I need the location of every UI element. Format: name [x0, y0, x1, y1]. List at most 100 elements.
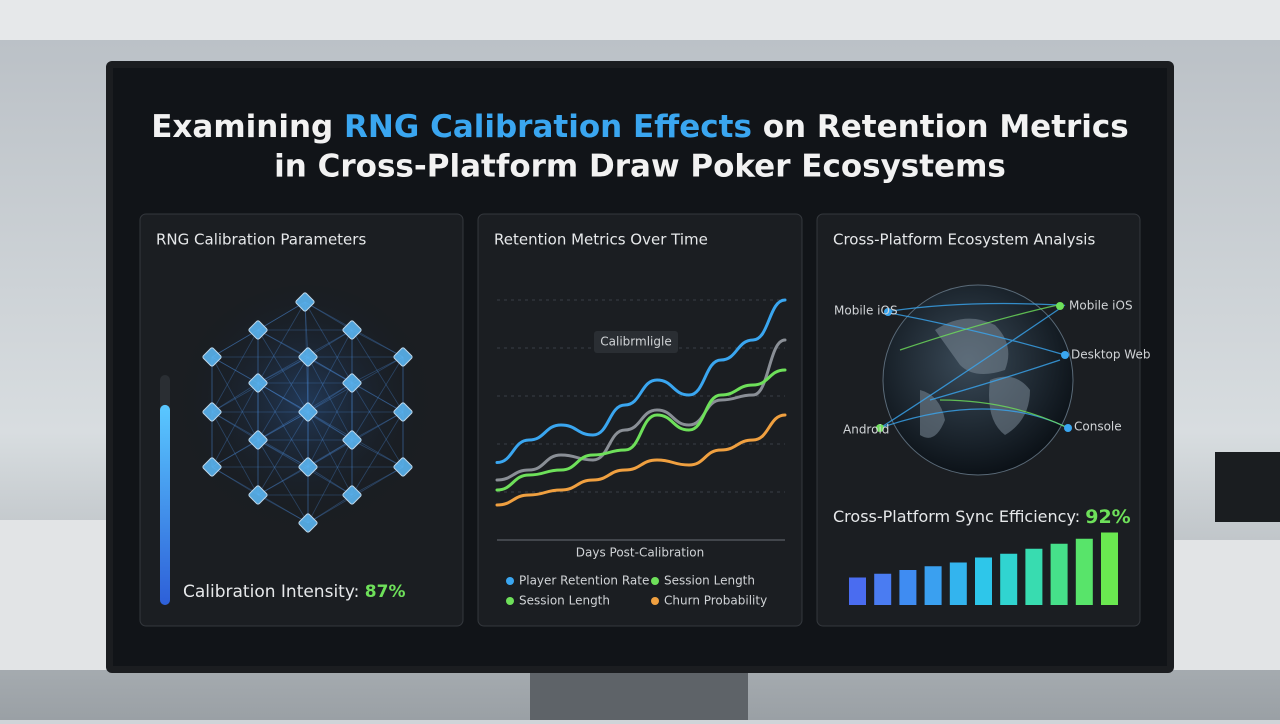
bar: [1000, 553, 1018, 605]
sync-text: Cross-Platform Sync Efficiency:: [833, 507, 1085, 526]
network-node: [393, 457, 413, 477]
network-edge: [351, 329, 404, 358]
line-series: [495, 413, 787, 507]
network-node: [298, 457, 318, 477]
network-edge: [351, 382, 404, 413]
title-line-2: in Cross-Platform Draw Poker Ecosystems: [274, 149, 1006, 185]
network-node: [298, 347, 318, 367]
bar: [924, 566, 942, 605]
network-node: [248, 485, 268, 505]
network-edge: [211, 411, 259, 496]
panel-title: Cross-Platform Ecosystem Analysis: [833, 231, 1095, 249]
bar: [1025, 548, 1043, 605]
legend-label: Player Retention Rate: [519, 574, 649, 588]
network-edge: [307, 329, 353, 413]
x-axis-label: Days Post-Calibration: [576, 546, 705, 560]
network-edge: [257, 439, 309, 468]
line-series: [495, 338, 787, 482]
network-edge: [351, 466, 404, 496]
network-edge: [211, 411, 259, 441]
platform-label: Android: [843, 423, 889, 437]
platform-labels: Mobile iOS Mobile iOS Desktop Web Android Co…: [834, 299, 1150, 437]
network-edge: [257, 301, 306, 384]
continents: [920, 318, 1030, 438]
monitor-stand: [530, 672, 748, 720]
bar: [849, 577, 866, 605]
network-node: [248, 430, 268, 450]
sync-bars: [849, 532, 1118, 605]
network-edge: [304, 301, 353, 331]
network-edge: [211, 356, 259, 384]
retention-chart: Player Retention Rate Session Length Sessi…: [495, 298, 787, 608]
network-edge: [211, 382, 259, 413]
network-node: [202, 347, 222, 367]
network-edge: [307, 466, 353, 496]
network-node: [202, 457, 222, 477]
network-edge: [307, 329, 353, 358]
bar: [874, 573, 892, 605]
network-edge: [351, 356, 404, 441]
network-edge: [351, 329, 404, 413]
network-edge: [307, 356, 353, 384]
network-edge: [307, 494, 353, 524]
network-edge: [351, 439, 404, 468]
network-node: [342, 373, 362, 393]
background-monitor: [1215, 452, 1280, 522]
network-node: [393, 347, 413, 367]
legend-dot: [651, 577, 659, 585]
platform-dot: [1061, 351, 1069, 359]
network-node: [248, 320, 268, 340]
network-edge: [211, 329, 259, 413]
sync-label: Cross-Platform Sync Efficiency: 92%: [833, 506, 1131, 528]
line-series: [495, 298, 787, 464]
title-highlight: RNG Calibration Effects: [344, 109, 752, 145]
bar: [1050, 543, 1068, 605]
legend-label: Churn Probability: [664, 594, 767, 608]
network-edge: [351, 356, 404, 384]
network-edge: [257, 411, 309, 441]
network-edge: [307, 382, 353, 413]
network-node: [342, 320, 362, 340]
network-edge: [257, 329, 309, 413]
globe: [879, 284, 1074, 476]
network-edge: [307, 411, 353, 441]
network-edge: [257, 494, 309, 524]
network-edge: [211, 382, 259, 468]
sync-value: 92%: [1085, 506, 1130, 528]
network-edge: [257, 329, 309, 358]
network-edge: [257, 466, 309, 496]
platform-label: Mobile iOS: [834, 304, 898, 318]
network-edge: [257, 439, 309, 524]
annotation-box: [594, 331, 678, 353]
annotation: Calibrmligle: [600, 335, 671, 349]
network-node: [393, 402, 413, 422]
platform-dot: [884, 308, 892, 316]
panel-title: Retention Metrics Over Time: [494, 231, 708, 249]
network-node: [248, 373, 268, 393]
desk-left: [0, 520, 110, 670]
platform-label: Desktop Web: [1071, 348, 1150, 362]
ceiling: [0, 0, 1280, 40]
slider-fill: [160, 404, 170, 605]
network-edge: [257, 411, 309, 496]
legend-dot: [506, 577, 514, 585]
network-edge: [211, 356, 259, 441]
network-edge: [351, 411, 404, 496]
line-series: [495, 368, 787, 492]
network-edge: [307, 356, 353, 441]
connections: [879, 302, 1069, 429]
intensity-label: Calibration Intensity: 87%: [183, 582, 406, 602]
network-edge: [257, 301, 306, 331]
network-node: [295, 292, 315, 312]
network-edge: [211, 466, 259, 496]
network-node: [342, 430, 362, 450]
network-edge: [307, 439, 353, 468]
network-node: [298, 402, 318, 422]
title-text: on Retention Metrics: [752, 109, 1129, 145]
network-edge: [351, 382, 404, 468]
platform-label: Console: [1074, 420, 1122, 434]
legend-dot: [651, 597, 659, 605]
network-edge: [351, 411, 404, 441]
